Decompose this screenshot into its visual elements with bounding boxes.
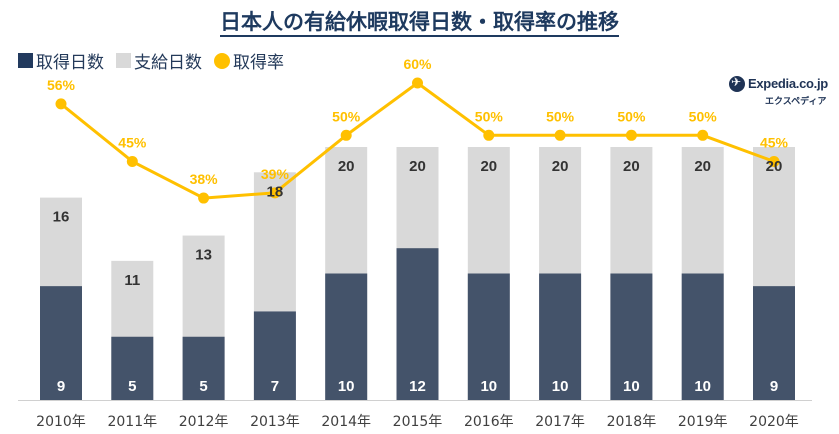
legend-label: 取得率 [233,53,284,73]
legend: 取得日数 支給日数 取得率 [18,48,296,73]
logo-brand: Expedia.co.jp [748,76,828,91]
data-label-taken-days: 10 [552,378,569,395]
legend-label: 取得日数 [36,53,104,73]
rate-point [412,77,423,89]
rate-point [697,129,709,141]
legend-swatch-granted-days [116,53,131,68]
data-label-granted-days: 18 [267,183,284,200]
data-label-taken-days: 7 [271,378,279,395]
bar-taken-days [681,273,724,400]
x-tick-label: 2013年 [250,414,300,430]
x-tick-label: 2012年 [179,414,229,430]
x-tick-label: 2016年 [464,414,514,430]
data-label-rate: 50% [689,108,718,124]
rate-point [625,129,637,141]
x-tick-label: 2015年 [393,414,443,430]
data-label-granted-days: 13 [195,247,212,264]
bar-taken-days [467,273,510,400]
legend-swatch-taken-days [18,53,33,68]
x-tick-label: 2010年 [36,414,86,430]
airplane-globe-icon [729,75,745,92]
legend-item-granted-days: 支給日数 [116,48,202,73]
x-tick-label: 2019年 [678,414,728,430]
data-label-rate: 60% [403,56,432,72]
data-label-taken-days: 9 [57,378,65,395]
data-label-taken-days: 10 [338,378,355,395]
x-tick-label: 2018年 [607,414,657,430]
rate-point [340,129,352,141]
labels-layer: 16 9 2010年 11 5 2011年 13 5 2012年 18 7 2013年 20 10 2014… [36,158,799,430]
bar-taken-days [610,273,653,400]
data-label-granted-days: 20 [338,158,355,175]
rate-point [269,187,281,199]
rate-point [126,155,138,167]
x-tick-label: 2011年 [107,414,157,430]
rate-point [768,155,780,167]
data-label-granted-days: 20 [409,158,426,175]
x-tick-label: 2020年 [749,414,799,430]
data-label-taken-days: 10 [623,378,640,395]
data-label-granted-days: 20 [766,158,783,175]
rate-point [55,98,67,110]
bar-taken-days [753,286,795,400]
data-label-rate: 50% [332,108,361,124]
data-label-granted-days: 20 [552,158,569,175]
data-label-granted-days: 11 [124,272,140,289]
data-label-granted-days: 20 [694,158,711,175]
rate-point [554,129,566,141]
data-label-rate: 50% [546,108,575,124]
bar-taken-days [40,286,82,400]
bar-taken-days [182,336,225,400]
data-label-taken-days: 10 [480,378,497,395]
rate-line-layer: 56% 45% 38% 39% 50% 60% 50% 50% 50% 50% 45% [47,56,789,204]
legend-item-taken-days: 取得日数 [18,48,104,73]
data-label-rate: 50% [475,108,504,124]
expedia-logo: Expedia.co.jp エクスペディア [729,75,829,110]
x-tick-label: 2014年 [321,414,371,430]
bar-taken-days [111,336,154,400]
bars-layer [40,147,795,400]
rate-point [198,192,210,204]
chart-title: 日本人の有給休暇取得日数・取得率の推移 [0,6,839,37]
legend-label: 支給日数 [134,53,202,73]
bar-taken-days [539,273,582,400]
bar-taken-days [253,311,296,400]
x-tick-label: 2017年 [535,414,585,430]
logo-kana: エクスペディア [765,97,827,107]
data-label-granted-days: 16 [53,209,70,226]
data-label-granted-days: 20 [480,158,497,175]
data-label-taken-days: 5 [128,378,136,395]
data-label-taken-days: 9 [770,378,778,395]
data-label-granted-days: 20 [623,158,640,175]
data-label-rate: 56% [47,77,76,93]
rate-point [483,129,495,141]
data-label-rate: 38% [190,171,219,187]
data-label-taken-days: 10 [694,378,711,395]
chart-title-text: 日本人の有給休暇取得日数・取得率の推移 [220,10,619,37]
data-label-taken-days: 12 [409,378,426,395]
data-label-rate: 45% [118,134,147,150]
legend-item-rate: 取得率 [214,48,284,73]
data-label-rate: 39% [261,166,290,182]
data-label-rate: 50% [617,108,646,124]
bar-taken-days [396,248,439,400]
data-label-rate: 45% [760,134,789,150]
data-label-taken-days: 5 [199,378,207,395]
legend-swatch-rate [214,52,230,69]
bar-taken-days [325,273,368,400]
